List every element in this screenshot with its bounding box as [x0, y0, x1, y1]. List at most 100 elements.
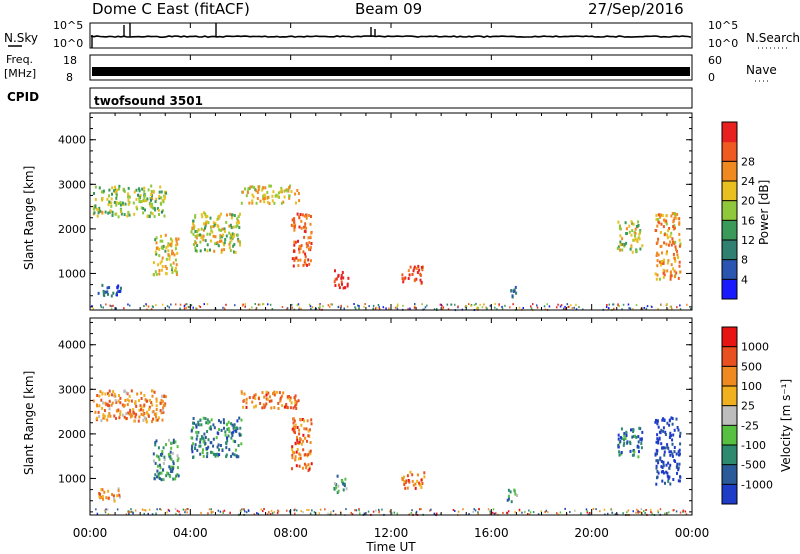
echo-cell	[298, 225, 301, 229]
echo-cell	[152, 206, 155, 210]
echo-cell	[173, 253, 176, 257]
scatter-cell	[410, 512, 412, 514]
echo-cell	[254, 396, 257, 400]
echo-cell	[237, 219, 240, 223]
echo-cell	[228, 242, 231, 246]
scatter-cell	[186, 303, 188, 306]
echo-cell	[138, 189, 141, 193]
echo-cell	[192, 421, 194, 425]
scatter-cell	[363, 512, 366, 515]
echo-cell	[101, 495, 104, 499]
echo-cell	[243, 399, 246, 402]
echo-cell	[667, 229, 670, 233]
echo-cell	[202, 416, 205, 420]
echo-cell	[142, 211, 145, 215]
echo-cell	[202, 238, 205, 242]
echo-cell	[675, 248, 677, 251]
echo-cell	[674, 259, 677, 263]
echo-cell	[298, 432, 301, 436]
echo-cell	[227, 427, 230, 430]
scatter-cell	[243, 508, 245, 511]
y-tick-label: 3000	[58, 178, 86, 191]
echo-cell	[631, 221, 634, 225]
echo-cell	[118, 493, 121, 497]
echo-cell	[194, 234, 197, 238]
echo-cell	[171, 266, 174, 270]
echo-cell	[657, 253, 660, 257]
scatter-cell	[266, 513, 269, 516]
scatter-cell	[302, 511, 304, 514]
echo-cell	[199, 440, 202, 444]
echo-cell	[138, 196, 141, 200]
echo-region	[291, 417, 313, 473]
echo-cell	[174, 266, 177, 270]
echo-cell	[214, 454, 217, 458]
echo-cell	[307, 463, 310, 467]
scatter-cell	[372, 304, 375, 307]
echo-cell	[194, 241, 197, 245]
scatter-cell	[442, 308, 444, 310]
echo-cell	[236, 217, 239, 221]
echo-cell	[290, 401, 293, 405]
echo-cell	[510, 500, 513, 504]
echo-region	[152, 438, 180, 482]
echo-cell	[194, 214, 197, 218]
scatter-cell	[271, 308, 274, 310]
echo-cell	[281, 394, 283, 398]
echo-cell	[160, 399, 163, 402]
echo-cell	[118, 416, 121, 420]
scatter-cell	[372, 307, 374, 310]
echo-cell	[139, 194, 142, 198]
scatter-cell	[186, 511, 188, 514]
echo-cell	[149, 204, 152, 208]
echo-cell	[280, 188, 283, 192]
echo-cell	[140, 397, 143, 400]
echo-cell	[297, 192, 300, 195]
echo-cell	[229, 212, 232, 216]
echo-cell	[159, 185, 162, 189]
echo-cell	[165, 272, 168, 276]
echo-cell	[679, 431, 682, 435]
echo-cell	[158, 190, 161, 194]
echo-cell	[155, 439, 158, 443]
scatter-cell	[357, 304, 359, 307]
scatter-cell	[472, 510, 474, 513]
scatter-cell	[494, 303, 496, 305]
echo-cell	[200, 213, 203, 217]
echo-cell	[117, 215, 120, 219]
echo-cell	[671, 417, 674, 421]
echo-cell	[235, 426, 238, 430]
echo-cell	[102, 413, 105, 417]
echo-cell	[107, 392, 109, 396]
echo-cell	[340, 280, 343, 284]
echo-cell	[216, 218, 219, 221]
echo-cell	[228, 246, 231, 250]
scatter-cell	[331, 303, 333, 306]
echo-cell	[666, 250, 668, 254]
echo-cell	[668, 466, 671, 470]
echo-cell	[298, 199, 301, 203]
scatter-cell	[241, 508, 243, 511]
echo-cell	[515, 291, 518, 295]
scatter-cell	[281, 306, 284, 308]
scatter-cell	[595, 508, 597, 511]
echo-cell	[676, 212, 679, 216]
echo-cell	[238, 221, 240, 225]
scatter-cell	[599, 510, 601, 513]
echo-cell	[206, 418, 209, 422]
echo-cell	[230, 431, 233, 435]
scatter-cell	[185, 306, 188, 309]
echo-cell	[303, 462, 306, 466]
echo-cell	[662, 426, 665, 430]
echo-cell	[514, 492, 517, 496]
echo-cell	[304, 258, 307, 262]
echo-cell	[101, 488, 104, 492]
echo-cell	[237, 215, 240, 219]
scatter-cell	[528, 513, 531, 516]
echo-cell	[230, 234, 233, 238]
echo-cell	[661, 446, 664, 450]
echo-cell	[107, 211, 110, 215]
scatter-cell	[388, 307, 390, 310]
echo-cell	[149, 211, 152, 215]
x-tick-label: 20:00	[574, 526, 609, 540]
